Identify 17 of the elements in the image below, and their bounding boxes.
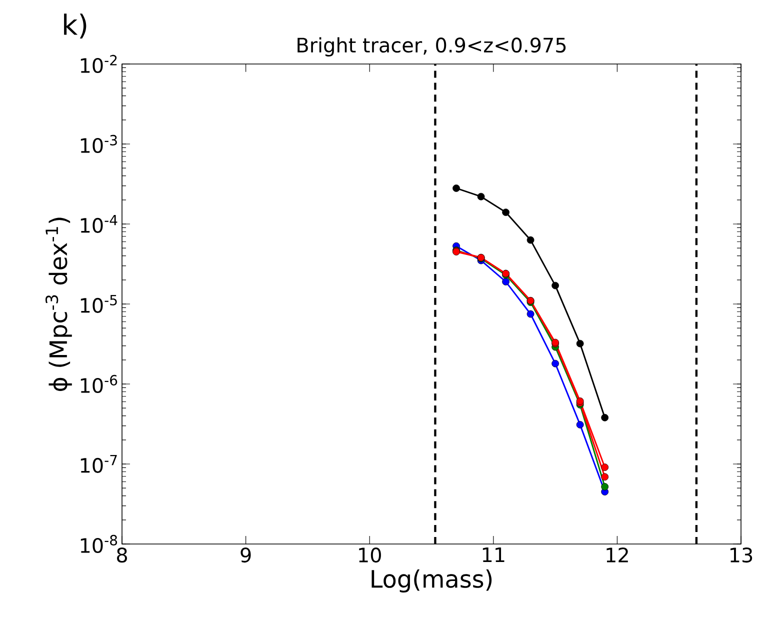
- y-tick-label: 10$^{-7}$: [80, 455, 117, 473]
- x-tick-label: 11: [482, 548, 504, 562]
- y-tick-label: 10$^{-3}$: [80, 134, 117, 154]
- y-tick-label: 10$^{-6}$: [80, 374, 118, 394]
- x-axis-title: Log(mass): [372, 569, 492, 593]
- x-tick-label: 13: [730, 548, 752, 563]
- y-tick-label: 10$^{-5}$: [80, 295, 117, 313]
- x-tick-label: 10: [359, 548, 381, 563]
- x-tick-label: 9: [240, 548, 251, 563]
- text: k): [64, 14, 86, 38]
- chart-title: Bright tracer, 0.9<z<0.975: [298, 37, 566, 56]
- x-tick-label: 8: [117, 548, 127, 563]
- y-tick-label: 10$^{-8}$: [80, 534, 118, 554]
- y-tick-label: 10$^{-4}$: [80, 215, 118, 233]
- y-tick-label: 10$^{-2}$: [80, 54, 117, 74]
- x-tick-label: 12: [606, 548, 628, 562]
- y-axis-title: ϕ (Mpc$^{-3}$ dex$^{-1}$): [46, 218, 72, 391]
